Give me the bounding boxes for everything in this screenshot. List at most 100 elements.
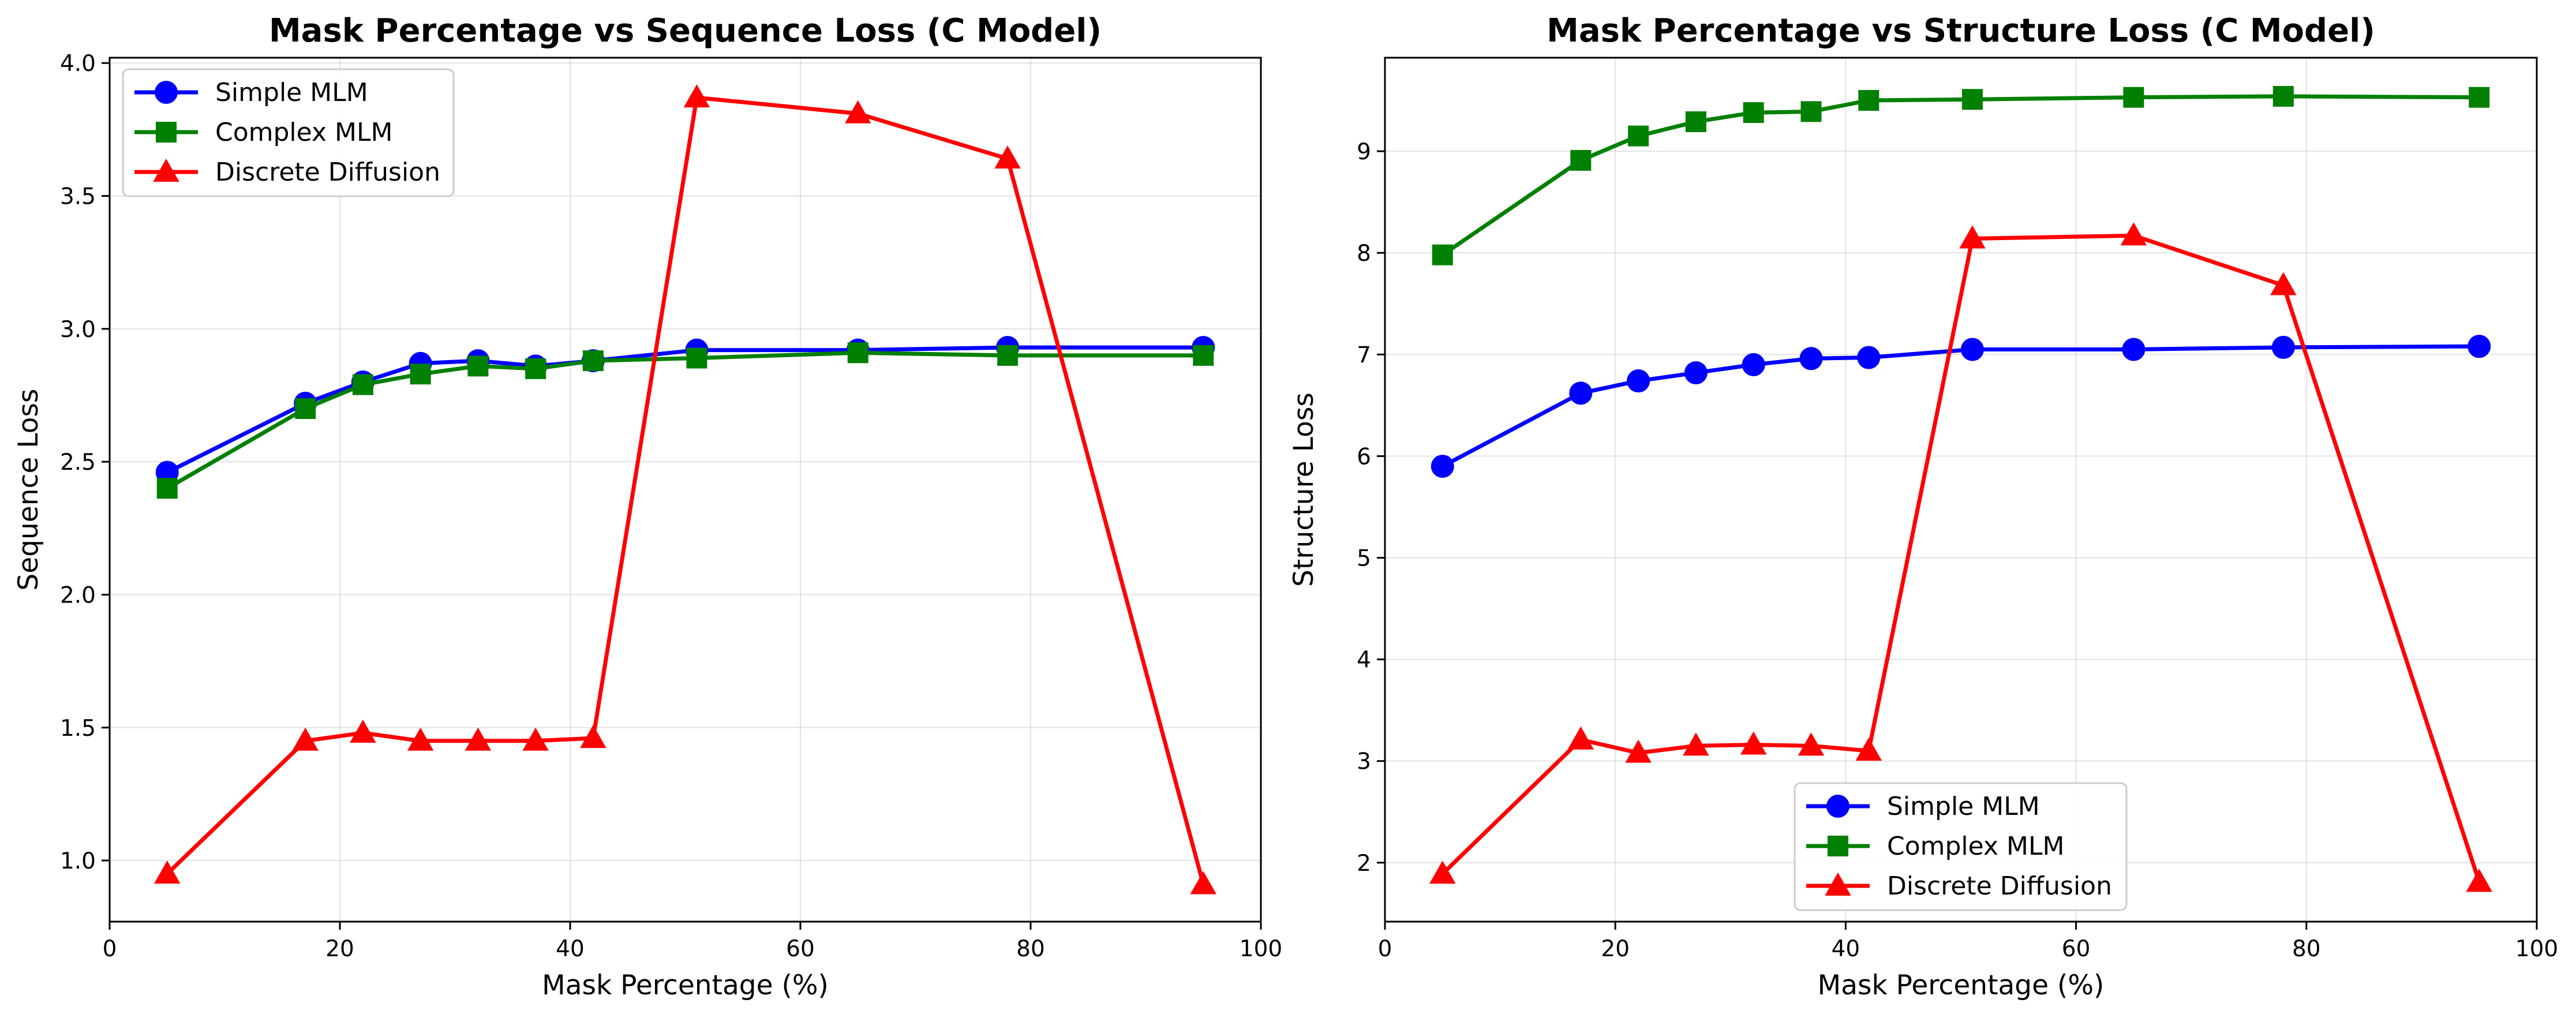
data-point: [350, 719, 376, 743]
data-point: [1800, 101, 1822, 122]
x-tick-label: 80: [1016, 936, 1045, 962]
data-point: [1743, 102, 1764, 123]
x-tick-label: 40: [556, 936, 585, 962]
series-complex-mlm: [1432, 85, 2490, 265]
data-point: [1429, 860, 1456, 884]
y-tick-label: 2.5: [60, 450, 96, 476]
y-tick-label: 7: [1357, 342, 1371, 368]
y-tick-label: 1.0: [60, 848, 96, 874]
legend: Simple MLM Complex MLM Discrete Diffusion: [122, 68, 455, 197]
x-tick-label: 40: [1832, 936, 1860, 962]
data-point: [1628, 125, 1649, 147]
legend-label: Discrete Diffusion: [215, 158, 440, 187]
y-tick-label: 2: [1357, 851, 1371, 877]
data-point: [1798, 732, 1825, 756]
x-tick-label: 80: [2292, 936, 2321, 962]
legend-marker: [1826, 795, 1849, 818]
data-point: [1627, 369, 1650, 393]
chart-title: Mask Percentage vs Sequence Loss (C Mode…: [269, 12, 1102, 50]
data-point: [156, 478, 178, 499]
y-tick-label: 1.5: [60, 716, 96, 742]
x-axis-label: Mask Percentage (%): [1818, 970, 2105, 1001]
x-tick-label: 0: [1378, 936, 1392, 962]
x-tick-label: 100: [2515, 936, 2558, 962]
series-line: [166, 345, 1204, 474]
legend-marker: [1825, 872, 1851, 896]
x-tick-label: 20: [1601, 936, 1630, 962]
data-point: [1625, 739, 1652, 763]
plot-frame: [1384, 57, 2538, 923]
plot-frame: [108, 57, 1262, 923]
data-point: [1683, 732, 1709, 756]
data-point: [847, 342, 868, 364]
data-point: [1567, 726, 1594, 750]
data-point: [292, 727, 319, 751]
data-point: [994, 145, 1021, 169]
y-tick-label: 4: [1357, 648, 1371, 673]
data-point: [410, 364, 431, 385]
data-point: [1799, 347, 1823, 370]
y-tick-label: 5: [1357, 545, 1371, 571]
data-point: [683, 84, 710, 108]
legend-entry: Simple MLM: [134, 78, 368, 107]
data-point: [1855, 738, 1882, 761]
series-line: [1441, 94, 2480, 257]
legend-marker: [155, 81, 178, 104]
legend-entry: Complex MLM: [134, 118, 392, 147]
data-point: [1569, 381, 1593, 405]
x-tick-label: 20: [325, 936, 354, 962]
data-point: [1858, 89, 1879, 111]
data-point: [465, 727, 492, 751]
data-point: [2271, 335, 2295, 359]
data-point: [522, 727, 549, 751]
data-point: [686, 347, 707, 369]
data-point: [997, 345, 1019, 366]
data-point: [525, 358, 546, 379]
legend-label: Simple MLM: [215, 78, 368, 107]
data-point: [2469, 87, 2490, 108]
series-discrete-diffusion: [154, 84, 1216, 895]
data-point: [295, 398, 316, 420]
series-simple-mlm: [1431, 335, 2491, 478]
chart-structure-loss: 0 20 40 60 80 100 2 3 4 5 6 7 8 9 Mask Percentage vs S…: [1288, 12, 2558, 1001]
data-point: [154, 860, 181, 884]
y-tick-label: 9: [1357, 139, 1371, 165]
x-tick-label: 100: [1240, 936, 1282, 962]
y-tick-label: 6: [1357, 444, 1371, 470]
data-point: [2120, 222, 2147, 246]
data-point: [467, 355, 489, 377]
legend-entry: Discrete Diffusion: [1806, 871, 2112, 901]
chart-title: Mask Percentage vs Structure Loss (C Mod…: [1547, 12, 2375, 50]
series-discrete-diffusion: [1429, 222, 2492, 892]
data-point: [1960, 338, 1984, 361]
x-tick-label: 60: [786, 936, 815, 962]
y-axis-label: Structure Loss: [1288, 392, 1320, 587]
y-tick-label: 3: [1357, 749, 1371, 775]
legend-entry: Simple MLM: [1806, 792, 2040, 821]
data-point: [1685, 111, 1706, 132]
data-point: [580, 725, 606, 748]
data-point: [1190, 871, 1216, 895]
data-point: [1431, 454, 1454, 478]
data-point: [1570, 149, 1592, 171]
x-axis-label: Mask Percentage (%): [542, 970, 829, 1001]
legend-label: Complex MLM: [1887, 832, 2064, 861]
x-tick-label: 0: [103, 936, 117, 962]
legend-label: Discrete Diffusion: [1887, 871, 2112, 901]
data-point: [2466, 869, 2492, 892]
legend-label: Complex MLM: [215, 118, 392, 147]
legend-entry: Discrete Diffusion: [134, 158, 440, 187]
y-tick-label: 3.5: [60, 184, 96, 210]
y-tick-label: 2.0: [60, 582, 96, 608]
legend-box: [1794, 782, 2128, 911]
y-tick-label: 4.0: [60, 51, 96, 77]
data-point: [2468, 335, 2491, 358]
data-point: [352, 374, 373, 395]
legend-marker: [156, 122, 177, 143]
x-tick-label: 60: [2062, 936, 2091, 962]
data-point: [1684, 361, 1708, 384]
data-point: [1857, 346, 1881, 369]
data-point: [1959, 225, 1986, 249]
data-point: [2123, 87, 2144, 108]
